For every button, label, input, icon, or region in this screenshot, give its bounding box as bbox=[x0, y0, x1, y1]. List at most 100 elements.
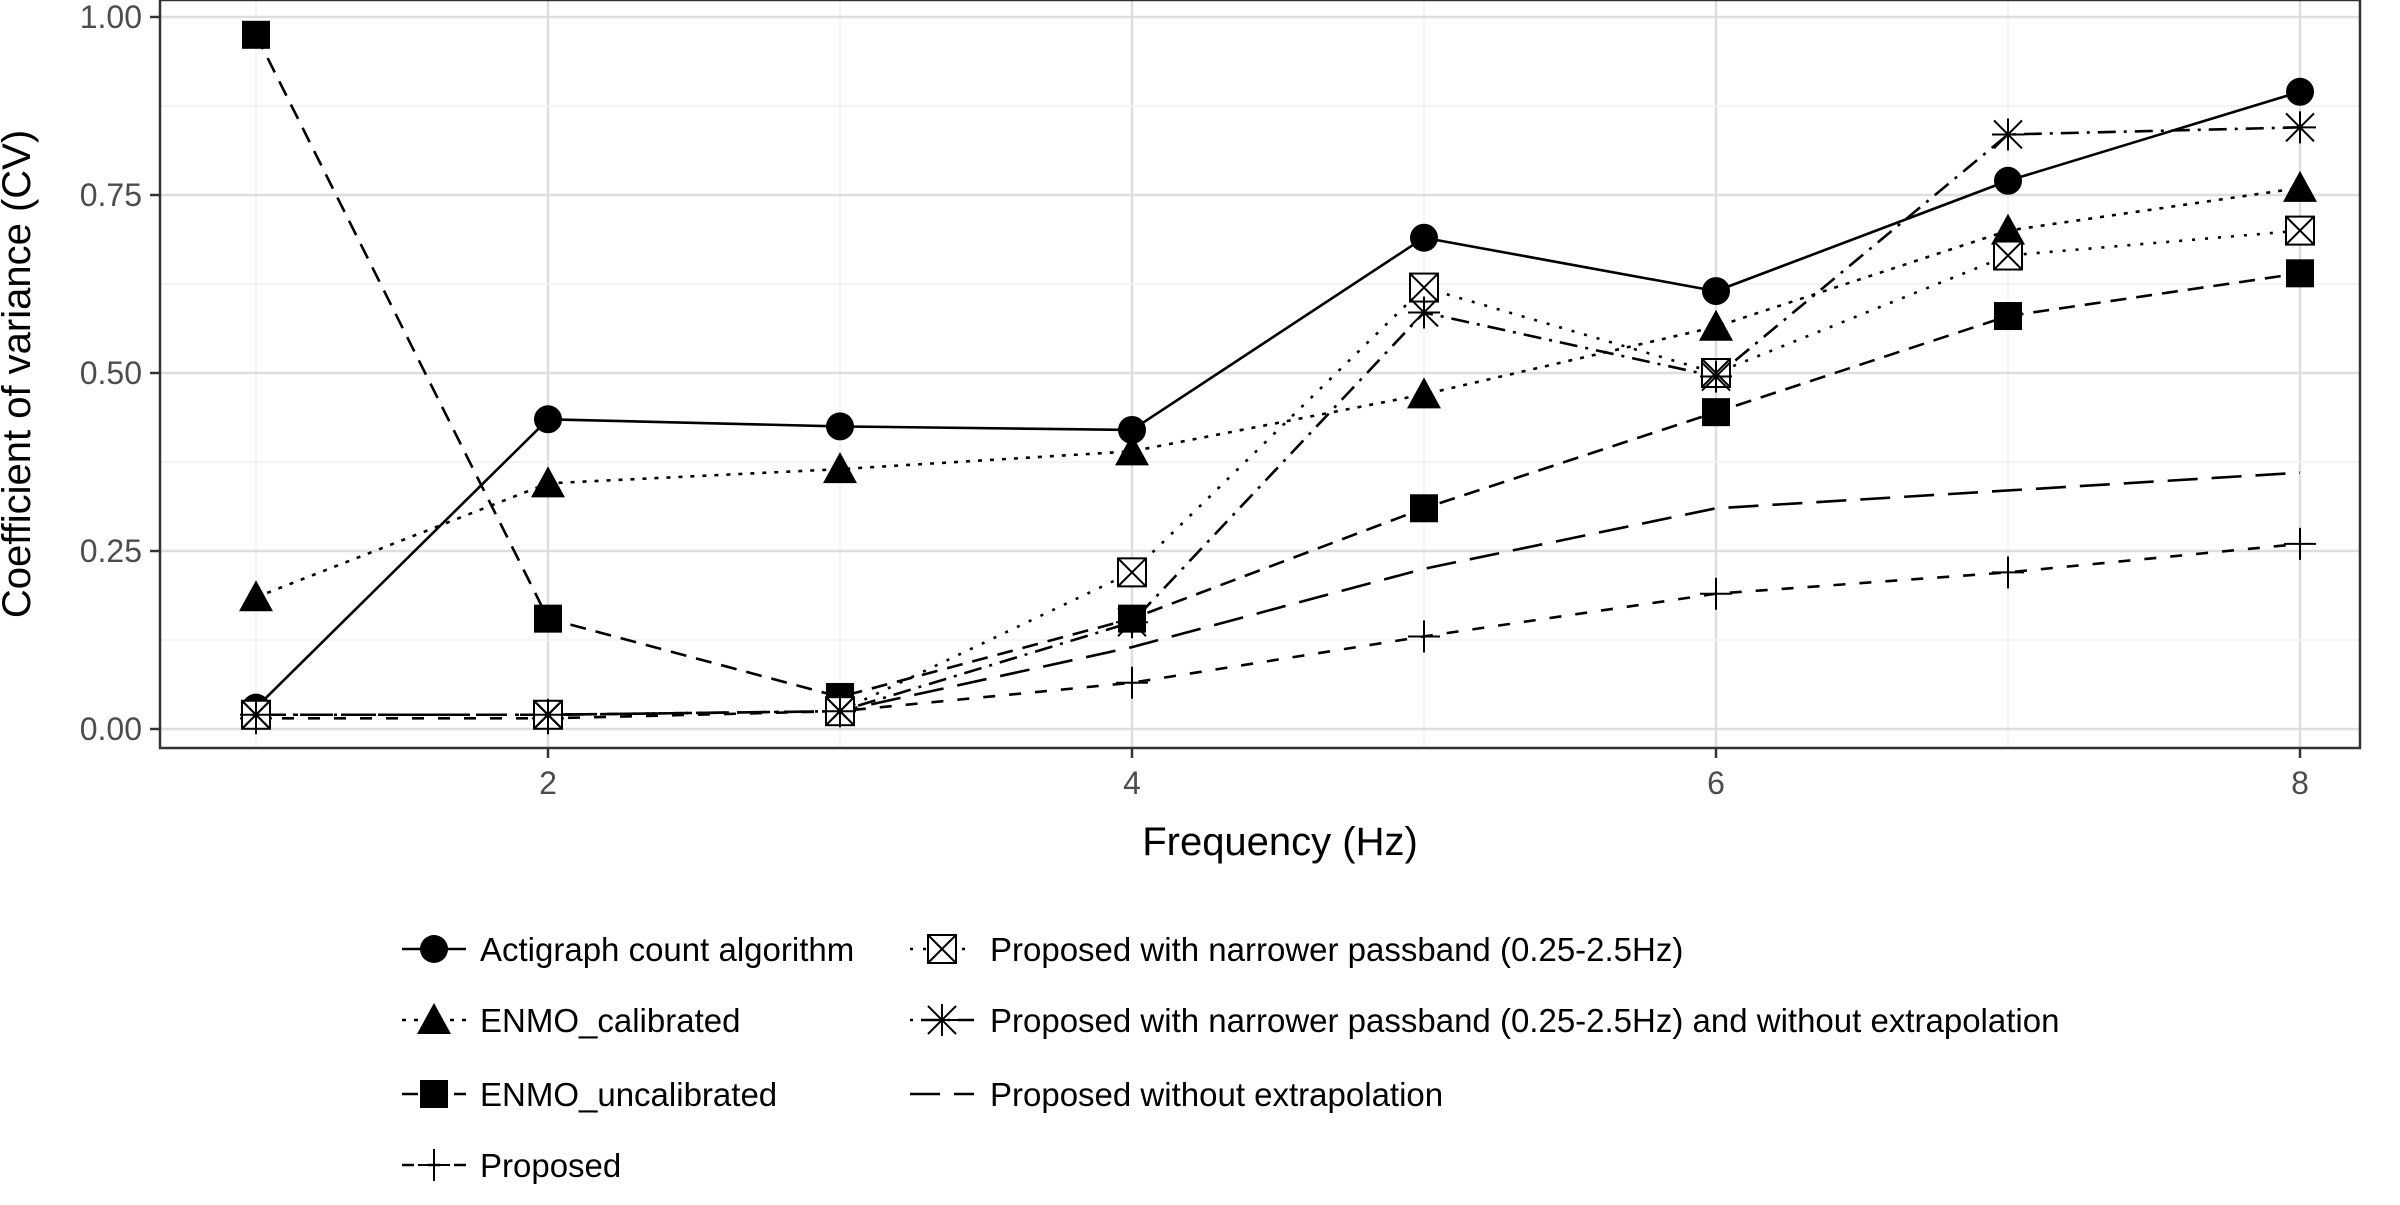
legend-item-4: Proposed with narrower passband (0.25-2.… bbox=[910, 931, 1683, 968]
data-point bbox=[531, 466, 565, 498]
data-point-shape bbox=[826, 412, 854, 441]
data-point-shape bbox=[1115, 434, 1149, 466]
data-point bbox=[1994, 302, 2022, 331]
legend-label: ENMO_uncalibrated bbox=[480, 1076, 777, 1113]
y-tick-label: 0.25 bbox=[80, 533, 142, 569]
data-point bbox=[826, 412, 854, 441]
data-point-d2 bbox=[2285, 112, 2315, 143]
data-point bbox=[2284, 111, 2316, 144]
data-point-d2 bbox=[2285, 215, 2315, 246]
data-point-shape bbox=[239, 580, 273, 612]
legend-key-marker bbox=[926, 1004, 958, 1036]
data-point-shape bbox=[242, 20, 270, 49]
data-point bbox=[2286, 77, 2314, 106]
data-point-d2 bbox=[1117, 607, 1147, 637]
series-1 bbox=[255, 186, 2301, 599]
data-point bbox=[242, 20, 270, 49]
series-6 bbox=[256, 471, 2301, 717]
data-point-d2 bbox=[1993, 240, 2023, 271]
data-point bbox=[1407, 377, 1441, 409]
legend-item-1: ENMO_calibrated bbox=[402, 1002, 740, 1039]
x-tick-label: 6 bbox=[1707, 765, 1725, 801]
series-line bbox=[255, 90, 2301, 709]
legend-label: ENMO_calibrated bbox=[480, 1002, 740, 1039]
data-point bbox=[240, 698, 272, 731]
data-point bbox=[534, 604, 562, 633]
series-markers-5 bbox=[240, 111, 2316, 731]
data-point bbox=[1116, 606, 1148, 639]
legend-item-3: Proposed bbox=[402, 1147, 621, 1184]
series-2 bbox=[254, 34, 2301, 699]
data-point-d2 bbox=[825, 696, 855, 726]
data-point-shape bbox=[2286, 259, 2314, 288]
data-point-shape bbox=[534, 604, 562, 633]
legend-key-marker-d2 bbox=[927, 934, 957, 964]
data-point bbox=[1700, 577, 1732, 610]
data-point bbox=[1117, 557, 1147, 588]
data-point-shape bbox=[1118, 415, 1146, 444]
series-line bbox=[254, 34, 2301, 699]
legend-label: Proposed bbox=[480, 1147, 621, 1184]
x-axis-label: Frequency (Hz) bbox=[1142, 820, 1418, 864]
data-point-shape bbox=[534, 405, 562, 434]
data-point-d2 bbox=[533, 700, 563, 730]
x-tick-label: 2 bbox=[539, 765, 557, 801]
data-point-d2 bbox=[1117, 557, 1147, 588]
legend-key-marker bbox=[417, 1003, 451, 1034]
y-tick-label: 0.50 bbox=[80, 355, 142, 391]
data-point bbox=[2286, 259, 2314, 288]
series-markers-2 bbox=[242, 20, 2314, 711]
series-line bbox=[256, 471, 2301, 717]
data-point-shape bbox=[531, 466, 565, 498]
x-tick-label: 8 bbox=[2291, 765, 2309, 801]
legend-key-marker-shape bbox=[420, 935, 448, 963]
data-point bbox=[823, 452, 857, 484]
data-point-d2 bbox=[1701, 361, 1731, 392]
series-line bbox=[256, 542, 2301, 720]
data-point bbox=[1410, 494, 1438, 523]
data-point bbox=[2284, 527, 2316, 560]
data-point-shape bbox=[2286, 77, 2314, 106]
data-point bbox=[1116, 666, 1148, 699]
series-markers-4 bbox=[241, 215, 2315, 730]
data-point bbox=[1408, 620, 1440, 653]
series-line bbox=[256, 126, 2301, 717]
x-tick-label: 4 bbox=[1123, 765, 1141, 801]
legend-label: Proposed with narrower passband (0.25-2.… bbox=[990, 931, 1683, 968]
data-point bbox=[1992, 118, 2024, 151]
data-point bbox=[2283, 170, 2317, 202]
legend-key-marker-shape bbox=[420, 1080, 448, 1108]
series-0 bbox=[255, 90, 2301, 709]
legend-key-marker-shape bbox=[417, 1003, 451, 1034]
data-point-shape bbox=[823, 452, 857, 484]
data-point bbox=[1702, 398, 1730, 427]
legend-item-0: Actigraph count algorithm bbox=[402, 931, 854, 968]
data-point bbox=[1994, 166, 2022, 195]
y-tick-label: 0.00 bbox=[80, 711, 142, 747]
legend-label: Proposed with narrower passband (0.25-2.… bbox=[990, 1002, 2059, 1039]
data-point bbox=[2285, 215, 2315, 246]
y-tick-label: 1.00 bbox=[80, 0, 142, 35]
series-layer bbox=[239, 20, 2317, 735]
y-axis-label: Coefficient of variance (CV) bbox=[0, 130, 39, 618]
legend-label: Actigraph count algorithm bbox=[480, 931, 854, 968]
data-point-shape bbox=[1702, 277, 1730, 306]
data-point bbox=[1118, 415, 1146, 444]
legend-label: Proposed without extrapolation bbox=[990, 1076, 1443, 1113]
legend: Actigraph count algorithm ENMO_calibrated… bbox=[402, 931, 2059, 1184]
data-point-shape bbox=[1991, 213, 2025, 245]
data-point-shape bbox=[1994, 166, 2022, 195]
legend-item-5: Proposed with narrower passband (0.25-2.… bbox=[910, 1002, 2059, 1039]
data-point-shape bbox=[1699, 309, 1733, 341]
data-point bbox=[1410, 223, 1438, 252]
data-point bbox=[1993, 240, 2023, 271]
data-point bbox=[1699, 309, 1733, 341]
legend-key-marker bbox=[418, 1149, 450, 1181]
data-point-d2 bbox=[1409, 297, 1439, 328]
data-point bbox=[1992, 556, 2024, 589]
axes: 2 4 6 8 0.00 0.25 0.50 0.75 1.00 bbox=[80, 0, 2309, 801]
data-point bbox=[534, 405, 562, 434]
series-line bbox=[256, 229, 2301, 717]
